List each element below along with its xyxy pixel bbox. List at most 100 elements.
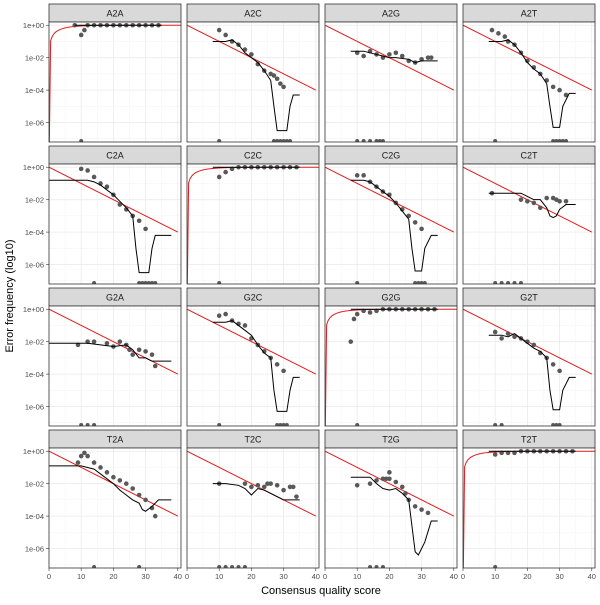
zero-point: [137, 281, 142, 284]
observed-point: [149, 352, 155, 357]
panel-marks: [49, 450, 179, 568]
facet-strip-label: C2T: [520, 151, 538, 161]
observed-point: [374, 478, 379, 483]
facet-strip-label: A2A: [106, 9, 123, 19]
panel-marks: [463, 308, 593, 426]
zero-point: [557, 139, 562, 142]
observed-point: [98, 465, 103, 470]
fitted-line: [212, 39, 300, 132]
observed-point: [82, 27, 87, 33]
observed-point: [351, 316, 357, 322]
fitted-line: [212, 320, 300, 412]
observed-point: [348, 339, 354, 344]
zero-point: [416, 281, 421, 284]
zero-point: [368, 565, 373, 568]
observed-point: [274, 76, 280, 82]
observed-point: [367, 481, 373, 486]
observed-point: [143, 226, 148, 232]
facet-panel-c2t: C2T: [462, 145, 596, 285]
observed-point: [499, 336, 504, 341]
nominal-line: [187, 308, 317, 375]
zero-point: [217, 139, 222, 142]
y-tick-label: 1e-04: [25, 370, 44, 379]
panel-grid: [462, 448, 595, 568]
observed-point: [399, 484, 405, 490]
panel-grid: [48, 164, 181, 284]
zero-point: [518, 281, 523, 284]
panel-grid: [48, 22, 181, 142]
observed-point: [136, 492, 142, 498]
fitted-line: [350, 50, 438, 64]
panel-marks: [463, 24, 593, 142]
y-tick-label: 1e-06: [25, 119, 44, 128]
facet-strip-label: T2A: [107, 435, 124, 445]
fitted-line: [488, 192, 576, 219]
observed-point: [78, 166, 84, 172]
panel-border: [324, 163, 458, 285]
nominal-line: [325, 450, 455, 517]
panel-background: [325, 164, 457, 284]
zero-point: [217, 565, 222, 568]
observed-point: [136, 218, 142, 224]
observed-point: [130, 352, 136, 357]
observed-point: [380, 476, 386, 482]
zero-point: [217, 281, 222, 284]
observed-point: [223, 311, 228, 317]
facet-strip-label: A2G: [382, 9, 400, 19]
observed-point: [492, 452, 498, 457]
observed-point: [361, 173, 366, 178]
fitted-line: [212, 483, 300, 501]
facet-panel-a2a: A2A 1e+00 1e-02 1e-04 1e-06: [23, 3, 182, 143]
facet-panel-g2g: G2G: [324, 287, 458, 427]
observed-point: [136, 347, 142, 353]
zero-point: [275, 139, 280, 142]
zero-point: [554, 423, 559, 426]
facet-strip-label: T2G: [382, 435, 400, 445]
zero-point: [153, 281, 158, 284]
observed-point: [290, 484, 296, 490]
panel-marks: [187, 308, 317, 426]
y-tick-label: 1e+00: [23, 447, 44, 456]
facet-panel-c2a: C2A 1e+00 1e-02 1e-04 1e-06: [23, 145, 182, 285]
observed-point: [489, 27, 495, 33]
observed-point: [399, 207, 405, 212]
panel-background: [325, 22, 457, 142]
observed-point: [492, 329, 498, 335]
y-tick-label: 1e+00: [23, 21, 44, 30]
observed-point: [104, 340, 110, 346]
observed-point: [261, 349, 267, 354]
zero-point: [92, 423, 97, 426]
observed-point: [123, 481, 129, 486]
nominal-line: [463, 24, 593, 91]
zero-point: [512, 281, 517, 284]
observed-point: [354, 311, 360, 317]
panel-marks: [187, 450, 317, 568]
x-tick-label: 20: [385, 572, 393, 581]
panel-border: [462, 447, 596, 569]
observed-point: [91, 460, 97, 465]
panel-grid: [186, 164, 319, 284]
observed-point: [502, 34, 508, 39]
observed-point: [249, 484, 254, 490]
observed-point: [531, 342, 537, 348]
x-tick-label: 0: [47, 572, 51, 581]
zero-point: [499, 423, 504, 426]
observed-point: [294, 494, 299, 499]
panel-border: [186, 305, 320, 427]
facet-strip-label: A2T: [521, 9, 538, 19]
zero-point: [551, 423, 556, 426]
observed-point: [412, 504, 418, 509]
observed-point: [104, 184, 110, 190]
observed-point: [505, 331, 511, 336]
facet-panel-g2t: G2T: [462, 287, 596, 427]
observed-point: [261, 484, 267, 490]
zero-point: [79, 139, 84, 142]
zero-point: [554, 139, 559, 142]
x-tick-label: 0: [323, 572, 327, 581]
fitted-line: [350, 476, 438, 556]
observed-point: [525, 198, 530, 204]
observed-point: [268, 481, 274, 486]
zero-point: [374, 565, 379, 568]
observed-point: [281, 487, 286, 493]
facet-panel-t2c: T2C 0 10 20 30 40: [185, 429, 320, 581]
